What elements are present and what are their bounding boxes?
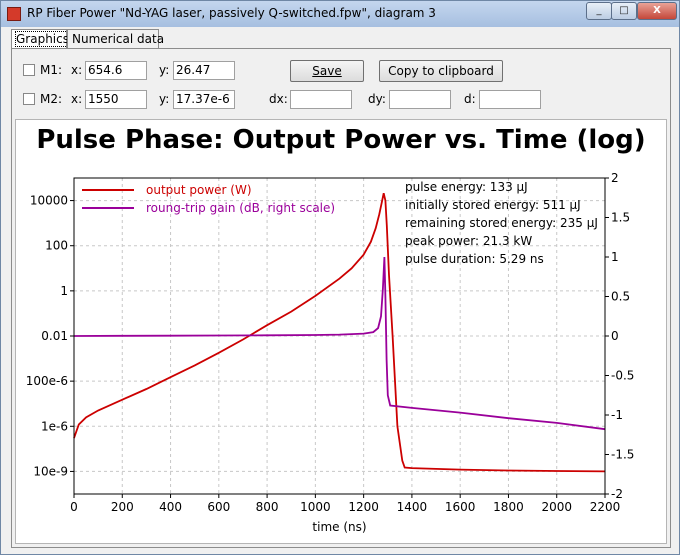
y2-tick-label: 1.5 xyxy=(611,211,630,225)
y2-tick-label: 0.5 xyxy=(611,290,630,304)
tab-graphics[interactable]: Graphics xyxy=(11,29,70,49)
m2-x-field[interactable]: 1550 xyxy=(85,90,147,109)
tab-graphics-label: Graphics xyxy=(15,31,70,47)
copy-to-clipboard-button[interactable]: Copy to clipboard xyxy=(379,60,503,82)
chart-series xyxy=(73,192,606,473)
close-button[interactable]: X xyxy=(637,2,677,20)
legend-entry: roung-trip gain (dB, right scale) xyxy=(146,201,335,215)
y-tick-label: 10e-9 xyxy=(33,464,68,478)
x-tick-label: 1400 xyxy=(397,500,428,514)
chart-annotations: pulse energy: 133 µJ initially stored ene… xyxy=(405,180,598,266)
y-tick-label: 1e-6 xyxy=(41,419,68,433)
m2-y-field[interactable]: 17.37e-6 xyxy=(173,90,235,109)
maximize-button[interactable]: □ xyxy=(611,2,637,20)
m2-x-label: x: xyxy=(71,92,83,106)
x-tick-label: 1800 xyxy=(493,500,524,514)
y2-tick-label: 0 xyxy=(611,329,619,343)
y-tick-label: 10000 xyxy=(30,194,68,208)
x-tick-label: 1000 xyxy=(300,500,331,514)
m1-y-label: y: xyxy=(159,63,170,77)
x-tick-label: 0 xyxy=(70,500,78,514)
x-tick-label: 600 xyxy=(207,500,230,514)
x-tick-label: 800 xyxy=(256,500,279,514)
x-tick-label: 2000 xyxy=(541,500,572,514)
save-button-label: Save xyxy=(312,64,342,78)
y-tick-label: 100e-6 xyxy=(26,374,68,388)
annotation-text: initially stored energy: 511 µJ xyxy=(405,198,581,212)
x-tick-label: 2200 xyxy=(590,500,621,514)
x-tick-label: 400 xyxy=(159,500,182,514)
output-power-line xyxy=(73,192,606,473)
m2-y-label: y: xyxy=(159,92,170,106)
y-tick-label: 1 xyxy=(60,284,68,298)
minimize-button[interactable]: _ xyxy=(586,2,612,20)
dx-field[interactable] xyxy=(290,90,352,109)
y2-tick-label: -2 xyxy=(611,487,623,501)
m1-label: M1: xyxy=(40,63,63,77)
m2-label: M2: xyxy=(40,92,63,106)
chart-legend: output power (W) roung-trip gain (dB, rig… xyxy=(82,183,335,215)
annotation-text: remaining stored energy: 235 µJ xyxy=(405,216,598,230)
d-field[interactable] xyxy=(479,90,541,109)
window-title: RP Fiber Power "Nd-YAG laser, passively … xyxy=(27,6,436,20)
y-tick-label: 100 xyxy=(45,239,68,253)
x-tick-label: 1600 xyxy=(445,500,476,514)
y2-tick-label: -1.5 xyxy=(611,448,634,462)
y2-tick-label: 2 xyxy=(611,171,619,185)
dy-label: dy: xyxy=(368,92,386,106)
save-button[interactable]: Save xyxy=(290,60,364,82)
y2-tick-label: 1 xyxy=(611,250,619,264)
round-trip-gain-line xyxy=(73,256,606,431)
tab-numerical-data[interactable]: Numerical data xyxy=(67,29,164,49)
m1-x-field[interactable]: 654.6 xyxy=(85,61,147,80)
y-tick-label: 0.01 xyxy=(41,329,68,343)
m1-y-field[interactable]: 26.47 xyxy=(173,61,235,80)
dx-label: dx: xyxy=(269,92,288,106)
tab-numerical-data-label: Numerical data xyxy=(72,32,165,46)
y2-tick-label: -0.5 xyxy=(611,369,634,383)
m1-x-label: x: xyxy=(71,63,83,77)
title-bar[interactable]: RP Fiber Power "Nd-YAG laser, passively … xyxy=(1,1,679,27)
y2-tick-label: -1 xyxy=(611,408,623,422)
legend-entry: output power (W) xyxy=(146,183,252,197)
annotation-text: peak power: 21.3 kW xyxy=(405,234,532,248)
chart-svg: Pulse Phase: Output Power vs. Time (log)… xyxy=(26,125,646,534)
x-tick-label: 200 xyxy=(111,500,134,514)
chart-title: Pulse Phase: Output Power vs. Time (log) xyxy=(36,125,645,155)
m1-checkbox[interactable] xyxy=(23,64,35,76)
plot-area[interactable]: Pulse Phase: Output Power vs. Time (log)… xyxy=(15,119,667,544)
x-tick-label: 1200 xyxy=(348,500,379,514)
m2-checkbox[interactable] xyxy=(23,93,35,105)
annotation-text: pulse duration: 5.29 ns xyxy=(405,252,544,266)
chart-axes: 0 200 400 600 800 1000 1200 1400 1600 1800 2000 220… xyxy=(26,171,635,514)
x-axis-label: time (ns) xyxy=(312,520,366,534)
d-label: d: xyxy=(464,92,476,106)
annotation-text: pulse energy: 133 µJ xyxy=(405,180,528,194)
app-icon xyxy=(7,7,21,21)
dy-field[interactable] xyxy=(389,90,451,109)
